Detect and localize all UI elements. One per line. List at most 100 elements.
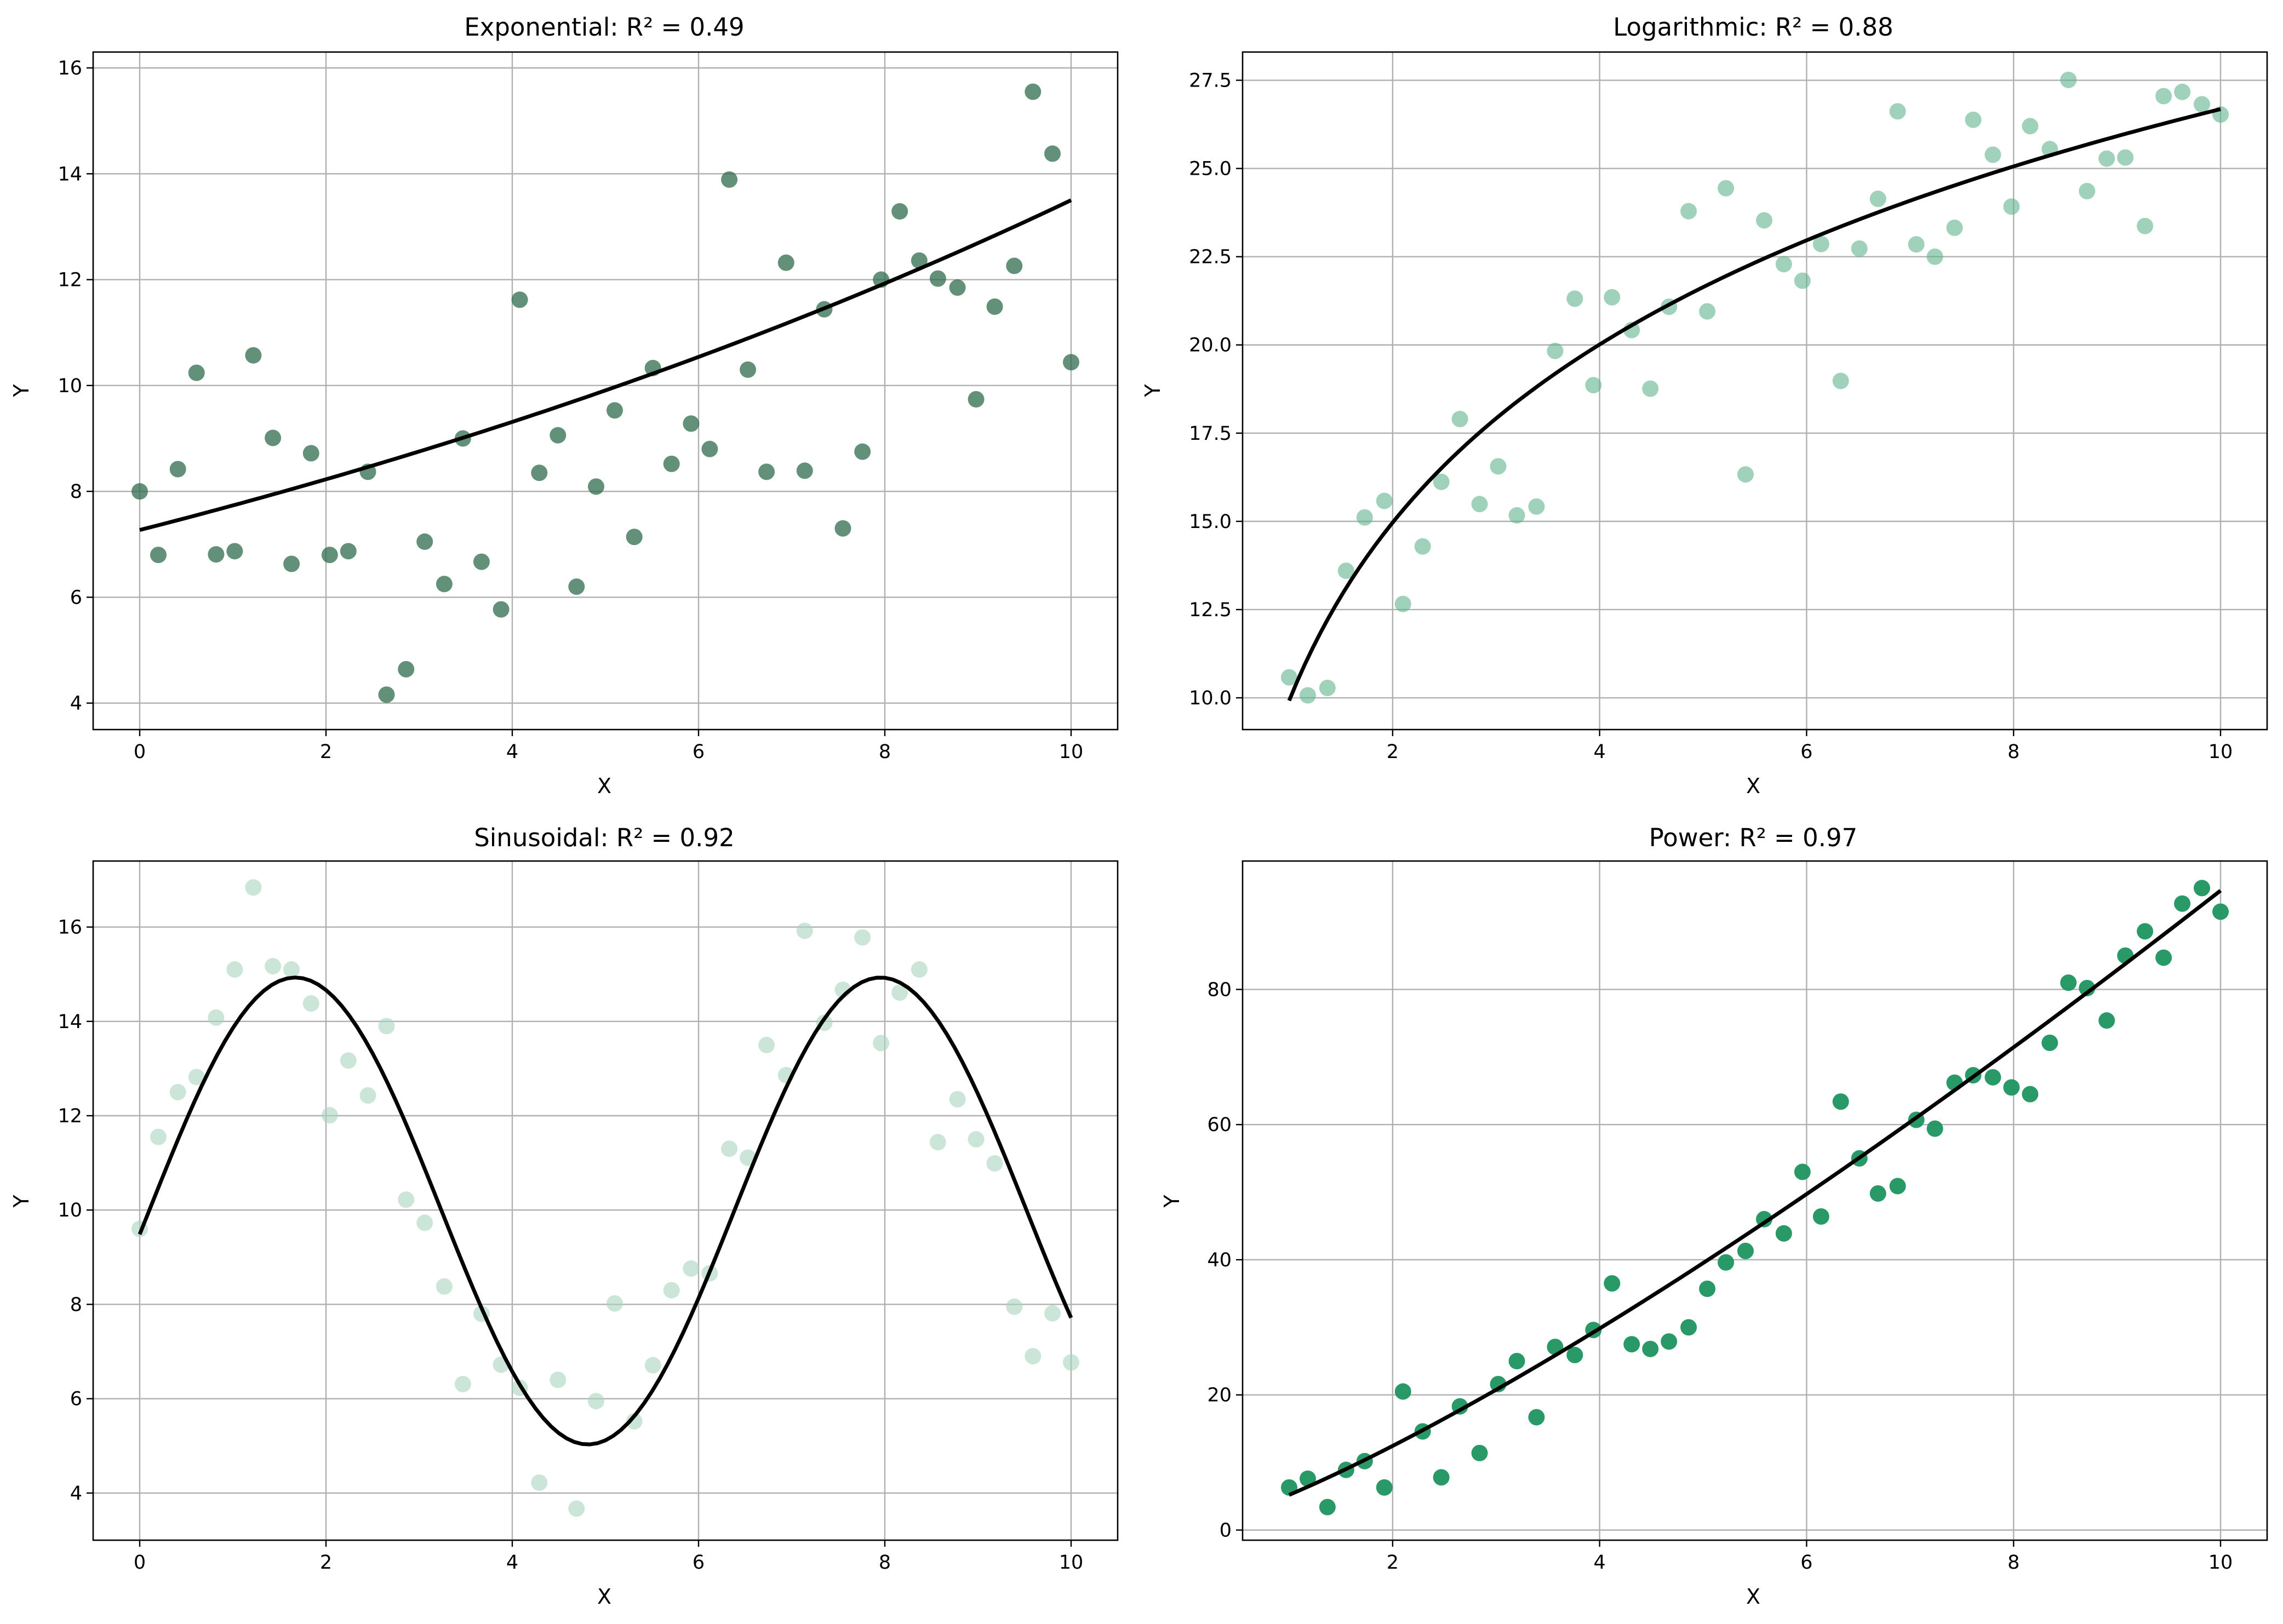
logarithmic-data-point [2022, 118, 2039, 135]
power-data-point [1566, 1346, 1583, 1363]
power-axes-frame [1241, 860, 2268, 1541]
power-y-tick-label: 0 [1220, 1519, 1232, 1541]
sinusoidal-data-point [1044, 1305, 1061, 1322]
sinusoidal-data-point [1006, 1298, 1023, 1315]
exponential-data-point [721, 171, 738, 188]
logarithmic-data-point [1775, 256, 1792, 273]
sinusoidal-data-point [169, 1083, 186, 1100]
power-data-point [2079, 979, 2096, 996]
sinusoidal-x-tick-label: 6 [693, 1552, 705, 1574]
sinusoidal-data-point [683, 1260, 700, 1277]
logarithmic-data-point [1604, 289, 1621, 306]
exponential-data-point [740, 361, 757, 378]
sinusoidal-data-point [416, 1214, 433, 1231]
logarithmic-data-point [1300, 687, 1316, 704]
sinusoidal-data-point [949, 1091, 966, 1107]
sinusoidal-title: Sinusoidal: R² = 0.92 [474, 823, 735, 852]
logarithmic-panel: Logarithmic: R² = 0.88 X Y 2 4 6 8 10 10.0 12.… [1141, 13, 2268, 798]
exponential-data-point [1063, 354, 1079, 371]
power-data-point [1889, 1178, 1906, 1195]
power-data-point [1869, 1185, 1886, 1202]
sinusoidal-data-point [644, 1357, 661, 1374]
sinusoidal-data-point [929, 1134, 946, 1151]
logarithmic-x-tick-label: 4 [1594, 741, 1606, 763]
exponential-data-point [588, 478, 604, 495]
logarithmic-data-point [1490, 458, 1507, 475]
logarithmic-fit-curve [1287, 107, 2221, 702]
sinusoidal-axes-frame [92, 860, 1119, 1541]
exponential-data-point [531, 464, 548, 481]
exponential-x-tick-label: 8 [879, 741, 891, 763]
logarithmic-data-point [1926, 248, 1943, 265]
sinusoidal-data-point [606, 1295, 623, 1312]
exponential-data-point [1006, 257, 1023, 274]
sinusoidal-x-tick-label: 8 [879, 1552, 891, 1574]
exponential-data-point [398, 661, 415, 678]
exponential-data-point [911, 252, 928, 269]
logarithmic-data-point [1376, 492, 1393, 509]
exponential-data-point [150, 547, 167, 564]
exponential-y-tick-label: 8 [70, 481, 82, 503]
power-data-point [1661, 1333, 1678, 1350]
sinusoidal-data-point [378, 1018, 395, 1035]
sinusoidal-x-tick-label: 2 [320, 1552, 332, 1574]
sinusoidal-data-point [245, 879, 262, 896]
exponential-data-point [854, 443, 871, 460]
sinusoidal-fit-curve [138, 975, 1073, 1447]
power-data-point [2098, 1012, 2115, 1029]
logarithmic-data-point [1718, 180, 1735, 197]
power-data-point [2212, 903, 2229, 920]
logarithmic-y-tick-label: 22.5 [1189, 246, 1232, 268]
exponential-data-point [131, 483, 148, 500]
sinusoidal-data-point [398, 1191, 415, 1208]
sinusoidal-y-tick-label: 6 [70, 1388, 82, 1410]
exponential-data-point [1025, 83, 1042, 100]
logarithmic-data-point [1812, 236, 1829, 253]
exponential-data-point [683, 415, 700, 432]
logarithmic-data-point [2174, 83, 2191, 100]
exponential-data-point [226, 543, 243, 560]
logarithmic-data-point [1528, 498, 1545, 515]
power-data-point [1794, 1163, 1811, 1180]
logarithmic-data-point [1319, 679, 1336, 696]
exponential-y-tick-label: 10 [58, 375, 82, 397]
exponential-data-point [473, 553, 490, 570]
logarithmic-title: Logarithmic: R² = 0.88 [1613, 13, 1893, 42]
sinusoidal-data-point [188, 1069, 205, 1086]
sinusoidal-data-point [208, 1009, 225, 1026]
exponential-data-point [834, 520, 851, 537]
exponential-data-point [758, 463, 775, 480]
sinusoidal-data-point [588, 1392, 604, 1409]
power-data-point [2003, 1079, 2020, 1096]
sinusoidal-data-point [873, 1035, 890, 1052]
sinusoidal-data-point [891, 984, 908, 1001]
sinusoidal-data-point [283, 961, 300, 978]
power-data-point [1832, 1093, 1849, 1110]
logarithmic-y-tick-label: 12.5 [1189, 599, 1232, 621]
power-x-tick-label: 6 [1800, 1552, 1812, 1574]
exponential-y-tick-label: 4 [70, 693, 82, 715]
power-x-tick-label: 8 [2007, 1552, 2019, 1574]
power-data-point [1680, 1319, 1697, 1336]
power-data-point [1984, 1069, 2001, 1086]
logarithmic-data-point [1869, 191, 1886, 208]
logarithmic-y-label: Y [1141, 384, 1165, 398]
exponential-data-point [340, 543, 357, 560]
exponential-x-tick-label: 2 [320, 741, 332, 763]
logarithmic-data-point [1756, 212, 1772, 229]
sinusoidal-y-tick-label: 4 [70, 1483, 82, 1505]
sinusoidal-data-point [1025, 1348, 1042, 1365]
exponential-data-point [511, 291, 528, 308]
sinusoidal-data-point [1063, 1354, 1079, 1371]
sinusoidal-data-point [550, 1371, 567, 1388]
exponential-data-point [606, 402, 623, 419]
sinusoidal-data-point [302, 995, 319, 1012]
sinusoidal-y-tick-label: 8 [70, 1294, 82, 1316]
exponential-data-point [891, 203, 908, 220]
exponential-data-point [416, 533, 433, 550]
logarithmic-data-point [1566, 290, 1583, 307]
logarithmic-data-point [1680, 203, 1697, 220]
power-data-point [1394, 1383, 1411, 1400]
logarithmic-data-point [1414, 538, 1431, 555]
